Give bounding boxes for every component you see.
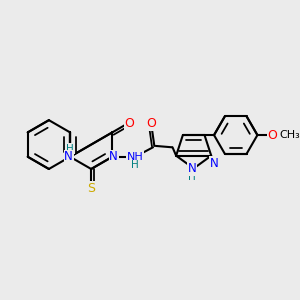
Text: O: O: [267, 129, 277, 142]
Text: H: H: [66, 144, 74, 154]
Text: O: O: [124, 118, 134, 130]
Text: N: N: [210, 157, 218, 170]
Text: N: N: [64, 150, 73, 163]
Text: N: N: [109, 150, 118, 163]
Text: NH: NH: [127, 152, 144, 162]
Text: N: N: [188, 162, 197, 175]
Text: H: H: [131, 160, 139, 170]
Text: O: O: [147, 117, 157, 130]
Text: CH₃: CH₃: [280, 130, 300, 140]
Text: H: H: [188, 172, 196, 182]
Text: S: S: [87, 182, 95, 195]
